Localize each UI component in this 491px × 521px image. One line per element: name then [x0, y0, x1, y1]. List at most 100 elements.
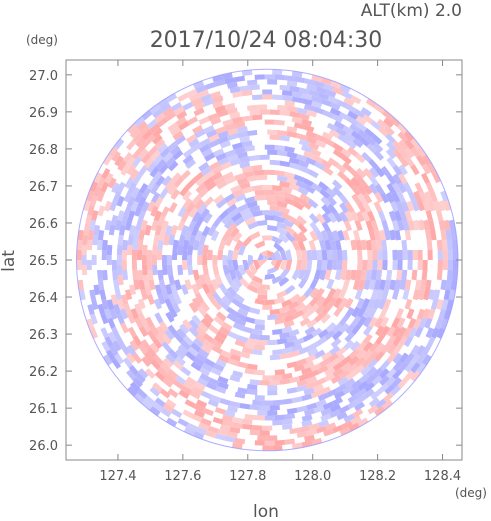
scan-cell: [279, 84, 290, 91]
scan-cell: [187, 163, 199, 174]
scan-cell: [267, 288, 279, 296]
scan-cell: [410, 362, 421, 374]
scan-cell: [301, 118, 313, 127]
scan-cell: [241, 115, 253, 122]
scan-cell: [377, 260, 383, 271]
scan-cell: [99, 219, 107, 231]
scan-cell: [295, 249, 303, 260]
scan-cell: [189, 120, 201, 130]
scan-cell: [190, 142, 202, 153]
scan-cell: [375, 334, 385, 346]
scan-cell: [414, 229, 422, 241]
scan-cell: [442, 249, 448, 260]
scan-cell: [203, 98, 215, 107]
scan-cell: [427, 345, 437, 357]
scan-cell: [215, 198, 227, 209]
scan-cell: [169, 145, 181, 156]
scan-cell: [331, 278, 340, 290]
scan-cell: [158, 163, 169, 175]
scan-cell: [368, 350, 379, 362]
scan-cell: [229, 86, 241, 94]
scan-cell: [441, 209, 449, 221]
scan-cell: [386, 141, 397, 152]
scan-cell: [106, 244, 113, 256]
scan-cell: [296, 384, 308, 393]
scan-cell: [249, 134, 260, 141]
scan-cell: [191, 297, 202, 309]
scan-cell: [386, 165, 397, 177]
scan-cell: [447, 249, 453, 260]
scan-cell: [283, 292, 295, 302]
scan-cell: [311, 327, 323, 338]
scan-cell: [173, 315, 184, 327]
scan-cell: [308, 89, 320, 98]
scan-cell: [350, 415, 362, 425]
scan-cell: [120, 186, 129, 198]
scan-cell: [141, 399, 153, 411]
scan-cell: [274, 119, 285, 126]
scan-cell: [338, 331, 349, 342]
scan-cell: [306, 191, 318, 202]
scan-cell: [272, 69, 283, 75]
scan-cell: [211, 165, 223, 175]
scan-cell: [257, 129, 268, 135]
scan-cell: [404, 353, 415, 365]
scan-cell: [89, 289, 96, 301]
scan-cell: [397, 260, 403, 271]
scan-cell: [365, 411, 377, 422]
scan-cell: [96, 249, 102, 260]
scan-cell: [235, 318, 247, 327]
scan-cell: [296, 294, 308, 305]
scan-cell: [343, 169, 355, 181]
scan-cell: [187, 220, 197, 232]
scan-cell: [202, 244, 209, 256]
scan-cell: [368, 112, 380, 123]
scan-cell: [379, 368, 390, 379]
scan-cell: [284, 100, 296, 107]
scan-cell: [293, 364, 305, 373]
scan-cell: [415, 209, 423, 221]
scan-cell: [404, 155, 415, 167]
scan-cell: [411, 308, 420, 320]
scan-cell: [150, 205, 159, 217]
scan-cell: [277, 434, 288, 441]
scan-cell: [162, 377, 174, 388]
scan-cell: [186, 116, 199, 126]
scan-cell: [167, 160, 179, 172]
scan-cell: [234, 365, 246, 374]
scan-cell: [87, 303, 95, 315]
scan-cell: [289, 402, 301, 409]
scan-cell: [152, 154, 164, 166]
scan-cell: [155, 325, 166, 337]
scan-cell: [352, 229, 361, 241]
scan-cell: [82, 274, 89, 286]
scan-cell: [320, 434, 332, 443]
scan-cell: [188, 301, 199, 314]
scan-cell: [111, 182, 120, 194]
scan-cell: [116, 298, 125, 311]
scan-cell: [301, 419, 313, 428]
scan-cell: [143, 174, 154, 186]
scan-cell: [129, 381, 141, 393]
scan-cell: [197, 244, 204, 256]
scan-cell: [374, 158, 385, 169]
scan-cell: [324, 329, 336, 341]
scan-cell: [251, 94, 263, 101]
scan-cell: [126, 195, 136, 208]
scan-cell: [298, 346, 310, 355]
scan-cell: [360, 239, 368, 251]
scan-cell: [446, 239, 453, 251]
scan-cell: [311, 182, 323, 193]
scan-cell: [352, 279, 361, 291]
scan-cell: [237, 254, 243, 266]
scan-cell: [373, 279, 381, 291]
scan-cell: [222, 339, 234, 349]
scan-cell: [218, 306, 230, 318]
scan-cell: [202, 254, 208, 266]
scan-cell: [326, 260, 333, 271]
scan-cell: [260, 263, 268, 271]
scan-cell: [117, 348, 127, 360]
scan-cell: [436, 209, 444, 221]
scan-cell: [132, 335, 143, 347]
scan-cell: [325, 322, 337, 333]
